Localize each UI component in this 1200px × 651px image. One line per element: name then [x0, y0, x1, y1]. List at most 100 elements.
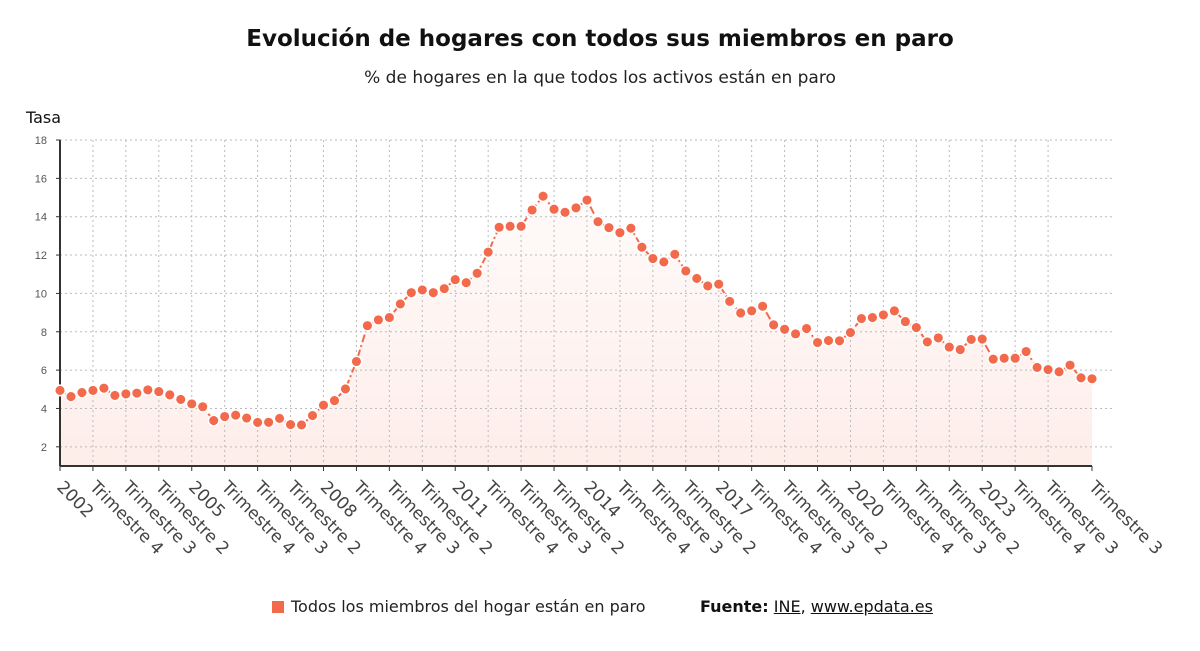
y-tick-label: 2	[41, 442, 47, 454]
data-point	[240, 412, 253, 425]
y-tick-label: 18	[35, 135, 47, 147]
data-point	[855, 312, 868, 325]
data-point	[712, 278, 725, 291]
data-point	[75, 386, 89, 399]
data-point	[339, 382, 352, 395]
y-tick-label: 10	[35, 288, 47, 300]
data-point	[613, 226, 626, 239]
data-point	[932, 331, 945, 344]
data-point	[317, 399, 330, 412]
data-point	[438, 282, 451, 295]
data-point	[888, 304, 901, 317]
data-point	[734, 306, 747, 320]
data-point	[471, 267, 484, 280]
data-point	[383, 311, 396, 324]
data-point	[580, 193, 594, 207]
data-point	[108, 389, 121, 402]
data-point	[64, 390, 78, 403]
data-point	[624, 222, 637, 235]
data-point	[460, 276, 473, 289]
data-point	[262, 416, 275, 429]
data-point	[910, 321, 923, 334]
data-point	[1009, 352, 1022, 365]
data-point	[789, 327, 802, 340]
data-point	[218, 410, 231, 423]
data-point	[130, 387, 143, 400]
data-point	[251, 416, 264, 429]
data-point	[1053, 365, 1066, 378]
data-point	[569, 201, 583, 214]
data-point	[86, 384, 99, 397]
data-point	[877, 308, 890, 321]
data-point	[822, 334, 835, 347]
data-point	[745, 304, 758, 317]
data-point	[723, 295, 736, 308]
data-point	[558, 206, 572, 219]
data-point	[361, 319, 374, 332]
y-axis-label: Tasa	[26, 108, 62, 127]
source-link-epdata[interactable]: www.epdata.es	[810, 597, 933, 616]
data-point	[416, 283, 429, 297]
source-prefix: Fuente:	[700, 597, 769, 616]
data-point	[174, 393, 187, 406]
data-point	[943, 341, 956, 354]
data-point	[295, 418, 308, 432]
data-point	[954, 343, 967, 356]
data-point	[504, 220, 517, 233]
data-point	[976, 333, 989, 346]
data-point	[800, 322, 813, 335]
data-point	[679, 264, 692, 278]
y-tick-label: 8	[41, 327, 47, 339]
data-point	[350, 355, 363, 368]
data-point	[449, 273, 462, 286]
y-tick-label: 6	[41, 365, 47, 377]
data-point	[657, 255, 670, 269]
data-point	[602, 221, 615, 234]
data-point	[899, 315, 912, 328]
data-point	[998, 352, 1011, 365]
data-point	[405, 286, 418, 299]
data-point	[921, 335, 934, 348]
data-point	[119, 387, 132, 400]
data-point	[526, 203, 539, 217]
data-point	[1042, 363, 1055, 376]
data-point	[690, 272, 703, 285]
area-fill	[60, 196, 1092, 466]
data-point	[767, 318, 780, 331]
data-point	[844, 326, 857, 339]
data-point	[372, 313, 385, 326]
data-point	[668, 248, 681, 261]
source-link-ine[interactable]: INE	[773, 597, 801, 616]
data-point	[207, 414, 220, 427]
data-point	[778, 323, 791, 336]
data-point	[1074, 371, 1088, 384]
data-point	[163, 388, 176, 401]
data-point	[1085, 372, 1099, 385]
data-point	[1031, 361, 1044, 374]
data-point	[811, 336, 824, 349]
data-point	[965, 333, 978, 346]
legend[interactable]: Todos los miembros del hogar están en pa…	[272, 597, 646, 616]
chart-title: Evolución de hogares con todos sus miemb…	[246, 26, 954, 52]
data-point	[328, 394, 341, 407]
data-point	[185, 397, 198, 410]
data-point	[756, 300, 769, 313]
source-separator: ,	[800, 597, 806, 616]
data-point	[306, 409, 319, 422]
data-point	[1020, 345, 1033, 358]
data-point	[866, 311, 879, 324]
data-point	[427, 286, 440, 299]
data-point	[141, 383, 154, 396]
data-point	[537, 190, 550, 203]
data-point	[547, 203, 561, 216]
data-point	[394, 297, 407, 311]
legend-swatch	[272, 600, 284, 613]
data-point	[515, 220, 528, 233]
data-point	[196, 400, 209, 413]
data-point	[152, 385, 165, 398]
chart-subtitle: % de hogares en la que todos los activos…	[364, 68, 836, 88]
y-tick-label: 16	[35, 173, 47, 185]
data-point	[1063, 359, 1077, 372]
data-point	[97, 382, 110, 395]
